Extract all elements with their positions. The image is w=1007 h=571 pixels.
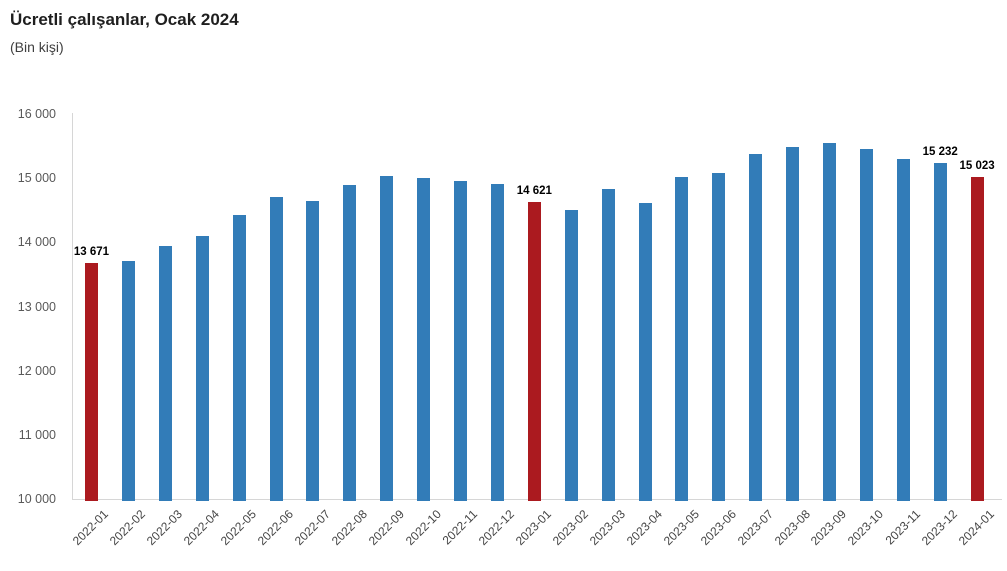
y-tick-label: 15 000 [17,171,56,186]
bar-2022-07 [306,201,320,501]
y-tick-label: 12 000 [17,363,56,378]
x-tick-label-2023-07: 2023-07 [734,507,776,549]
x-tick-label-2023-12: 2023-12 [919,507,961,549]
bar-2023-04 [638,203,652,501]
bar-2022-09 [380,175,394,501]
x-tick-label-2022-07: 2022-07 [291,507,333,549]
bar-2023-01 [527,202,541,501]
bar-2023-05 [675,177,689,501]
bar-2024-01 [970,176,984,501]
bar-2023-10 [859,149,873,501]
data-label-2022-01: 13 671 [73,246,110,259]
bar-2023-11 [896,158,910,501]
bar-2022-05 [232,215,246,501]
x-tick-label-2023-11: 2023-11 [882,507,924,548]
x-tick-label-2023-09: 2023-09 [808,507,850,549]
x-tick-label-2022-08: 2022-08 [328,507,370,549]
x-tick-label-2023-02: 2023-02 [550,507,592,549]
x-tick-label-2022-03: 2022-03 [144,507,186,549]
bar-2022-02 [121,260,135,501]
y-tick-label: 10 000 [17,492,56,506]
bar-2022-10 [417,178,431,501]
x-tick-label-2022-11: 2022-11 [439,507,481,548]
x-tick-label-2022-01: 2022-01 [70,507,112,549]
bar-2022-12 [490,183,504,501]
bar-2022-08 [343,184,357,501]
y-tick-label: 14 000 [17,235,56,250]
x-tick-label-2023-05: 2023-05 [660,507,702,549]
bar-2023-08 [786,147,800,501]
chart-subtitle: (Bin kişi) [10,39,64,55]
y-tick-label: 11 000 [18,427,56,442]
x-tick-label-2022-04: 2022-04 [181,507,223,549]
bar-2023-02 [564,209,578,501]
x-tick-label-2023-06: 2023-06 [697,507,739,549]
bar-2023-12 [933,163,947,501]
y-axis-line [72,113,73,499]
x-tick-label-2022-05: 2022-05 [217,507,260,549]
x-tick-label-2023-10: 2023-10 [845,507,887,549]
data-label-2023-12: 15 232 [922,146,958,159]
bar-2022-03 [158,245,172,501]
chart-title: Ücretli çalışanlar, Ocak 2024 [10,10,239,29]
bar-2022-01 [85,263,98,501]
x-tick-label-2022-10: 2022-10 [402,507,444,549]
x-tick-label-2023-04: 2023-04 [623,507,665,549]
bar-2022-06 [269,196,283,501]
x-tick-label-2023-01: 2023-01 [513,507,555,549]
bar-2023-03 [601,189,615,501]
data-label-2024-01: 15 023 [959,159,995,172]
bar-2023-06 [712,173,726,501]
bar-2023-09 [823,142,836,501]
bar-2022-04 [195,235,209,501]
x-tick-label-2024-01: 2024-01 [955,507,998,549]
data-label-2023-01: 14 621 [516,185,552,198]
x-tick-label-2023-08: 2023-08 [771,507,813,549]
y-tick-label: 16 000 [17,107,56,121]
bar-2023-07 [749,154,763,501]
x-tick-label-2022-06: 2022-06 [254,507,296,549]
bar-2022-11 [454,181,467,501]
x-tick-label-2022-09: 2022-09 [365,507,407,549]
x-tick-label-2023-03: 2023-03 [586,507,629,549]
x-tick-label-2022-12: 2022-12 [476,507,518,549]
y-tick-label: 13 000 [17,299,56,314]
x-tick-label-2022-02: 2022-02 [107,507,149,549]
